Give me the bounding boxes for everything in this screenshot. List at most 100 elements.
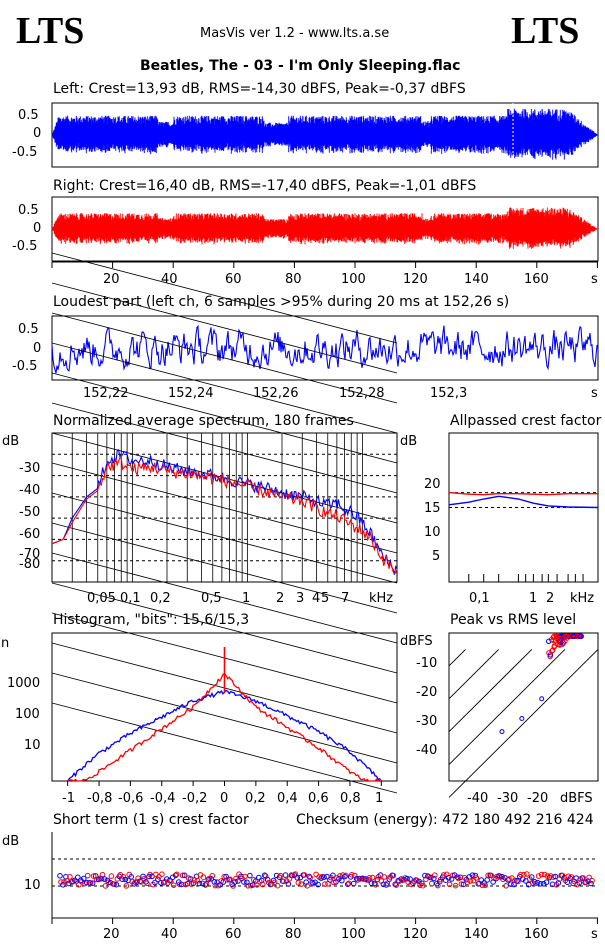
- short-term-left-point: [66, 880, 72, 887]
- short-term-left-point: [306, 873, 313, 880]
- spectrum-diagonal: [51, 312, 398, 404]
- allpass-xtick: 2: [546, 591, 555, 606]
- loudest-xtick-unit: s: [591, 386, 598, 401]
- loudest-xtick: 152,24: [168, 386, 214, 401]
- short-term-right-point: [515, 878, 521, 885]
- short-term-left-point: [534, 879, 541, 886]
- histogram-xtick: 0,8: [340, 791, 361, 806]
- wave-xtick-unit: s: [591, 272, 598, 287]
- short-term-right-point: [464, 879, 471, 886]
- peak-rms-point: [564, 633, 570, 639]
- spectrum-xtick: 2: [276, 591, 285, 606]
- short-term-left-point: [181, 872, 188, 879]
- peak-rms-point: [570, 633, 576, 639]
- short-term-right-point: [67, 874, 73, 880]
- wave-xtick: 120: [403, 272, 428, 287]
- short-term-right-point: [535, 873, 542, 879]
- short-term-right-point: [271, 879, 278, 886]
- peak-rms-point: [519, 716, 525, 722]
- allpass-ytick: 15: [424, 501, 441, 516]
- short-term-left-point: [57, 873, 63, 879]
- short-term-left-point: [122, 876, 129, 883]
- peak-rms-xtick-unit: dBFS: [560, 791, 593, 806]
- short-term-right-point: [159, 871, 165, 878]
- short-term-right-point: [123, 883, 130, 889]
- short-term-left-point: [496, 873, 502, 879]
- short-term-left-point: [202, 882, 209, 888]
- short-term-left-point: [588, 880, 594, 887]
- short-term-right-point: [242, 873, 248, 880]
- spectrum-label: Normalized average spectrum, 180 frames: [53, 413, 354, 429]
- short-term-right-point: [381, 874, 388, 880]
- short-term-right-point: [61, 879, 67, 885]
- spectrum-ytick: -80: [19, 557, 41, 572]
- logo-right: LTS: [511, 10, 580, 52]
- allpass-ytick: 10: [424, 525, 441, 540]
- short-term-right-point: [488, 872, 495, 879]
- spectrum-xtick: 0,5: [201, 591, 222, 606]
- short-term-right-point: [73, 878, 79, 885]
- spectrum-xtick: 0,2: [150, 591, 171, 606]
- allpass-label: Allpassed crest factor: [450, 413, 602, 429]
- spectrum-xtick: 3: [296, 591, 305, 606]
- spectrum-yunit: dB: [2, 434, 20, 449]
- short-term-left-point: [244, 879, 250, 886]
- short-term-left-point: [537, 881, 544, 887]
- histogram-xtick: 0,4: [277, 791, 298, 806]
- short-term-left-point: [294, 875, 301, 881]
- file-title: Beatles, The - 03 - I'm Only Sleeping.fl…: [140, 58, 461, 74]
- short-term-right-point: [580, 875, 586, 881]
- short-term-right-point: [301, 872, 308, 878]
- short-term-right-point: [372, 882, 379, 888]
- short-term-left-point: [190, 880, 197, 886]
- short-term-left-point: [342, 873, 348, 880]
- short-term-right-point: [470, 877, 477, 884]
- short-term-left-point: [380, 881, 387, 888]
- peak-rms-xtick: -30: [497, 791, 519, 806]
- spectrum-ytick: -50: [19, 505, 41, 520]
- short-term-right-point: [144, 880, 150, 887]
- short-term-left-point: [425, 873, 431, 879]
- short-term-right-point: [446, 881, 453, 888]
- short-term-left-point: [172, 872, 179, 879]
- histogram-left-line: [67, 689, 382, 782]
- short-term-left-point: [528, 874, 535, 880]
- spectrum-ytick: -30: [19, 461, 41, 476]
- spectrum-diagonal: [51, 552, 398, 644]
- short-term-right-point: [102, 883, 109, 889]
- allpass-yunit: dB: [400, 434, 418, 449]
- left-ytick: -0.5: [12, 145, 38, 160]
- wave-xtick: 100: [341, 272, 366, 287]
- short-term-left-point: [261, 872, 268, 879]
- short-term-left-point: [321, 874, 327, 880]
- short-term-left-point: [223, 873, 229, 880]
- short-term-left-point: [339, 877, 345, 884]
- spectrum-diagonal: [51, 702, 398, 794]
- short-term-left-point: [235, 878, 241, 884]
- short-term-left-point: [119, 876, 126, 883]
- short-term-left-point: [454, 874, 461, 881]
- short-term-right-point: [176, 881, 183, 888]
- short-term-left-point: [69, 879, 75, 885]
- histogram-ytick: 1000: [7, 676, 41, 691]
- allpass-xtick: 0,1: [469, 591, 490, 606]
- wave-xtick: 140: [464, 272, 489, 287]
- short-term-left-point: [273, 872, 280, 879]
- short-term-xtick: 160: [524, 927, 549, 942]
- allpass-xtick-unit: kHz: [570, 591, 595, 606]
- short-term-right-point: [307, 874, 314, 881]
- short-term-right-point: [322, 881, 328, 887]
- short-term-left-point: [309, 879, 316, 886]
- short-term-right-point: [221, 874, 227, 880]
- short-term-left-point: [404, 875, 410, 882]
- left-waveform-signal: [51, 108, 599, 160]
- short-term-right-point: [366, 875, 373, 881]
- short-term-right-point: [295, 880, 302, 886]
- short-term-right-point: [224, 877, 230, 883]
- short-term-left-point: [155, 876, 161, 883]
- short-term-right-point: [209, 873, 216, 879]
- short-term-left-point: [241, 879, 247, 885]
- short-term-left-point: [247, 872, 253, 879]
- spectrum-frame: [51, 432, 398, 583]
- short-term-left-point: [196, 880, 203, 887]
